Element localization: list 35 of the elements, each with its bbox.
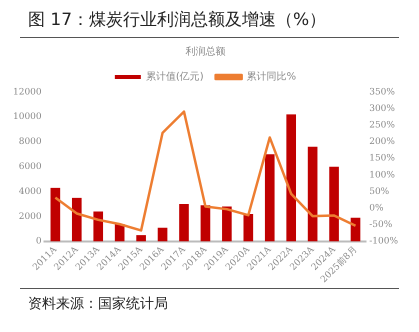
y-tick-label: 2000 [18,212,42,222]
bar [200,205,210,242]
y2-tick-label: 50% [369,186,390,197]
y-tick-label: 4000 [18,186,42,197]
y-tick-label: 10000 [12,112,42,122]
y2-tick-label: 0% [369,204,384,214]
chart-title: 图 17：煤炭行业利润总额及增速（%） [20,0,399,38]
legend-label: 累计值(亿元) [146,70,204,83]
y2-tick-label: 250% [369,120,396,131]
y2-tick-label: 200% [369,137,396,148]
bar [179,204,189,242]
bar [308,146,318,242]
bar [50,188,60,242]
y2-tick-label: 150% [369,154,396,164]
y-tick-label: 8000 [18,137,42,148]
y2-tick-label: 100% [369,170,396,180]
bar [264,154,275,242]
y-tick-label: 0 [36,236,42,247]
chart-subtitle: 利润总额 [186,46,226,58]
y-tick-label: 6000 [18,162,42,172]
bar [222,206,232,242]
y2-tick-label: -100% [369,236,398,247]
bar [158,228,168,242]
y-tick-label: 12000 [12,87,42,98]
bar [329,166,339,242]
bar [72,198,82,242]
bar [243,214,254,242]
y2-tick-label: 300% [369,104,396,114]
text: 资料来源：国家统计局 [20,288,399,313]
bar [136,235,146,242]
legend-label: 累计同比% [246,70,296,83]
y2-tick-label: 350% [369,87,396,98]
bar [350,218,360,242]
y2-tick-label: -50% [369,220,393,230]
bar [286,114,296,242]
